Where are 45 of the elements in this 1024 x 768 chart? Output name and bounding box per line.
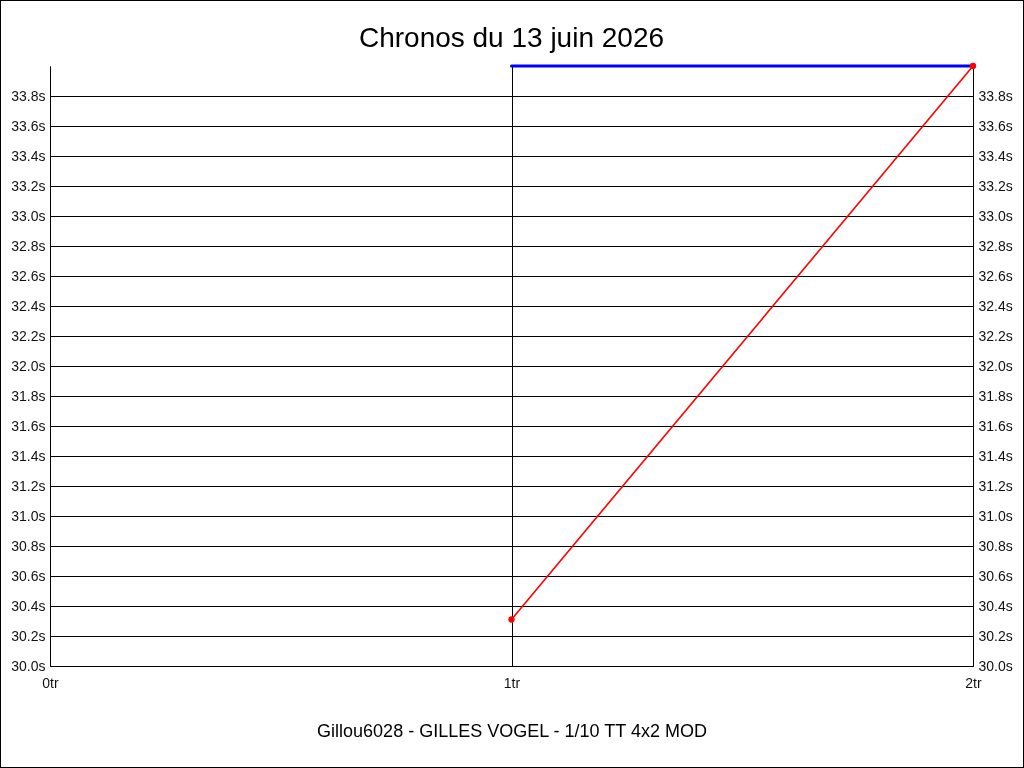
y2-tick-label: 30.4s: [978, 597, 1013, 614]
y2-tick-label: 32.8s: [978, 237, 1013, 254]
chart-title: Chronos du 13 juin 2026: [358, 21, 665, 53]
y2-tick-label: 31.6s: [978, 417, 1013, 434]
y-tick-label: 32.0s: [11, 357, 46, 374]
y-tick-label: 30.0s: [11, 657, 46, 674]
y-tick-label: 31.2s: [11, 477, 46, 494]
y-tick-label: 30.4s: [11, 597, 46, 614]
y2-tick-label: 32.4s: [978, 297, 1013, 314]
y2-tick-label: 30.0s: [978, 657, 1013, 674]
x-tick-label: 2tr: [965, 674, 982, 691]
y2-tick-label: 33.2s: [978, 177, 1013, 194]
y-tick-label: 33.8s: [11, 87, 46, 104]
y2-tick-label: 31.4s: [978, 447, 1013, 464]
y-tick-label: 32.8s: [11, 237, 46, 254]
y2-tick-label: 31.0s: [978, 507, 1013, 524]
y-tick-label: 33.6s: [11, 117, 46, 134]
y-tick-label: 31.0s: [11, 507, 46, 524]
y2-tick-label: 32.6s: [978, 267, 1013, 284]
y2-tick-label: 30.8s: [978, 537, 1013, 554]
y2-tick-label: 32.0s: [978, 357, 1013, 374]
y-tick-label: 33.0s: [11, 207, 46, 224]
y-tick-label: 30.2s: [11, 627, 46, 644]
y2-tick-label: 33.6s: [978, 117, 1013, 134]
y2-tick-label: 33.0s: [978, 207, 1013, 224]
y-tick-label: 31.4s: [11, 447, 46, 464]
x-tick-label: 1tr: [503, 674, 521, 691]
y2-tick-label: 31.8s: [978, 387, 1013, 404]
y-tick-label: 32.2s: [11, 327, 46, 344]
y-tick-label: 33.4s: [11, 147, 46, 164]
y-tick-label: 31.8s: [11, 387, 46, 404]
x-tick-label: 0tr: [42, 674, 59, 691]
y-tick-label: 30.8s: [11, 537, 46, 554]
y2-tick-label: 30.2s: [978, 627, 1013, 644]
y-tick-label: 30.6s: [11, 567, 46, 584]
y-tick-label: 33.2s: [11, 177, 46, 194]
y-tick-label: 32.4s: [11, 297, 46, 314]
y2-tick-label: 32.2s: [978, 327, 1013, 344]
y-tick-label: 32.6s: [11, 267, 46, 284]
y2-tick-label: 31.2s: [978, 477, 1013, 494]
y2-tick-label: 30.6s: [978, 567, 1013, 584]
x-axis-title: Gillou6028 - GILLES VOGEL - 1/10 TT 4x2 MOD: [317, 720, 707, 741]
y2-tick-label: 33.8s: [978, 87, 1013, 104]
y2-tick-label: 33.4s: [978, 147, 1013, 164]
y-tick-label: 31.6s: [11, 417, 46, 434]
